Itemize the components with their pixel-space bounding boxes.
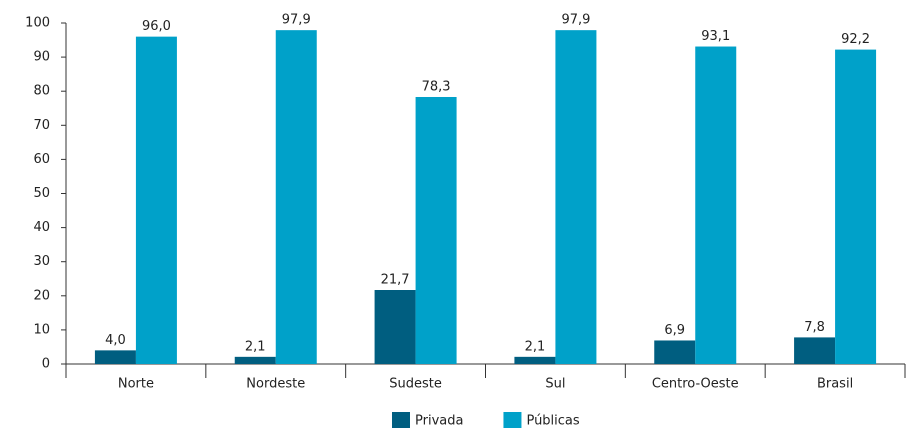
bar xyxy=(555,30,597,364)
x-tick-label: Sul xyxy=(545,377,565,392)
bar xyxy=(654,340,696,364)
value-label: 7,8 xyxy=(804,320,825,335)
y-tick-label: 70 xyxy=(33,118,50,133)
y-tick-label: 40 xyxy=(33,220,50,235)
x-tick-label: Centro-Oeste xyxy=(652,377,739,392)
value-label: 93,1 xyxy=(701,29,730,44)
legend-label: Públicas xyxy=(526,414,579,428)
x-tick-label: Nordeste xyxy=(246,377,305,392)
y-tick-label: 10 xyxy=(33,322,50,337)
legend-swatch xyxy=(392,412,410,428)
x-tick-label: Norte xyxy=(118,377,154,392)
x-tick-label: Brasil xyxy=(817,377,853,392)
y-tick-label: 50 xyxy=(33,186,50,201)
bar xyxy=(415,96,457,364)
bar xyxy=(794,337,836,364)
value-label: 97,9 xyxy=(282,13,311,28)
y-tick-label: 100 xyxy=(25,16,50,31)
value-label: 2,1 xyxy=(245,339,266,354)
y-tick-label: 90 xyxy=(33,50,50,65)
bar xyxy=(275,30,317,364)
bar xyxy=(695,46,737,365)
y-tick-label: 0 xyxy=(42,357,50,372)
y-tick-label: 60 xyxy=(33,152,50,167)
value-label: 96,0 xyxy=(142,19,171,34)
bar xyxy=(835,49,877,365)
y-tick-label: 20 xyxy=(33,288,50,303)
legend-swatch xyxy=(503,412,522,428)
value-label: 78,3 xyxy=(422,79,451,94)
value-label: 92,2 xyxy=(841,32,870,47)
bar xyxy=(234,356,276,364)
bar xyxy=(514,356,556,364)
legend-label: Privada xyxy=(415,414,463,428)
value-label: 6,9 xyxy=(664,323,685,338)
bar xyxy=(94,350,136,364)
value-label: 97,9 xyxy=(561,13,590,28)
value-label: 21,7 xyxy=(381,273,410,288)
y-tick-label: 80 xyxy=(33,84,50,99)
bar xyxy=(135,36,177,364)
y-tick-label: 30 xyxy=(33,254,50,269)
value-label: 4,0 xyxy=(105,333,126,348)
value-label: 2,1 xyxy=(525,339,546,354)
x-tick-label: Sudeste xyxy=(389,377,442,392)
bar xyxy=(374,290,416,364)
